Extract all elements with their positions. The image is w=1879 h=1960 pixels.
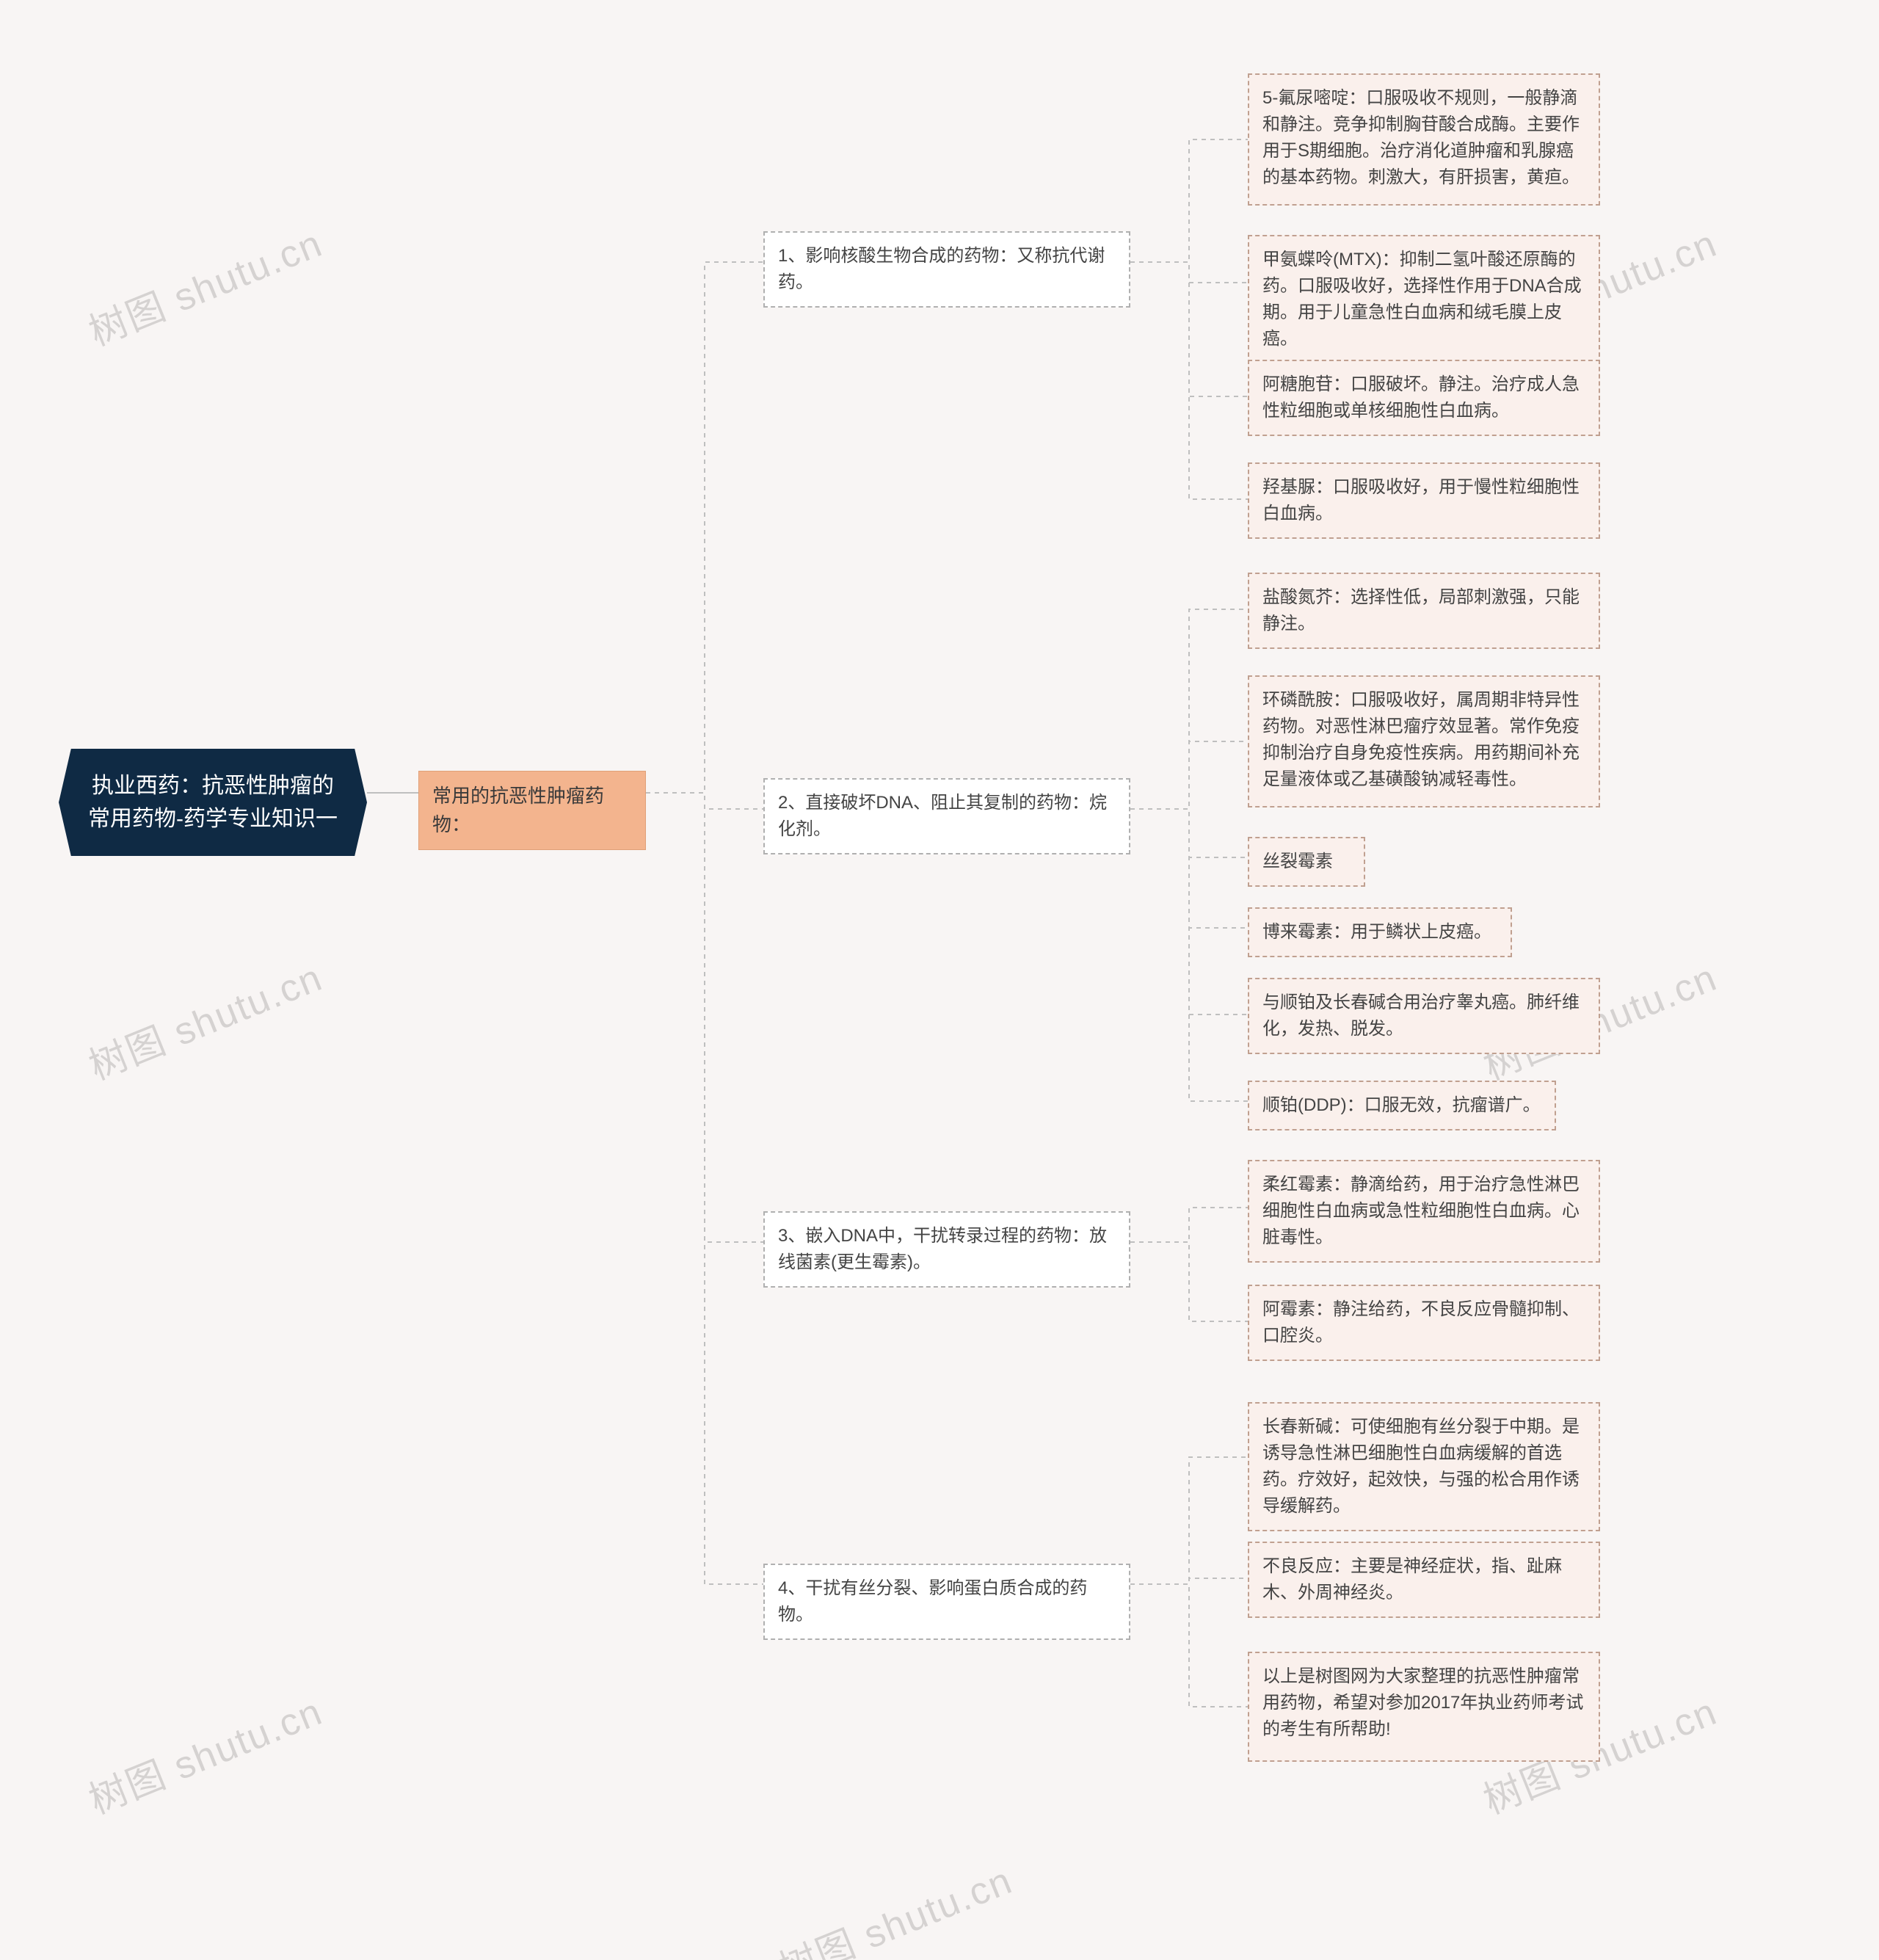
leaf-label: 阿糖胞苷：口服破坏。静注。治疗成人急性粒细胞或单核细胞性白血病。 xyxy=(1262,374,1580,421)
category-label: 3、嵌入DNA中，干扰转录过程的药物：放线菌素(更生霉素)。 xyxy=(778,1226,1107,1272)
leaf-node: 盐酸氮芥：选择性低，局部刺激强，只能静注。 xyxy=(1248,573,1600,649)
watermark: 树图 shutu.cn xyxy=(79,1681,330,1825)
watermark: 树图 shutu.cn xyxy=(79,213,330,357)
leaf-label: 以上是树图网为大家整理的抗恶性肿瘤常用药物，希望对参加2017年执业药师考试的考… xyxy=(1262,1666,1583,1739)
leaf-label: 羟基脲：口服吸收好，用于慢性粒细胞性白血病。 xyxy=(1262,477,1580,523)
leaf-node: 羟基脲：口服吸收好，用于慢性粒细胞性白血病。 xyxy=(1248,462,1600,539)
category-label: 1、影响核酸生物合成的药物：又称抗代谢药。 xyxy=(778,246,1105,292)
leaf-label: 柔红霉素：静滴给药，用于治疗急性淋巴细胞性白血病或急性粒细胞性白血病。心脏毒性。 xyxy=(1262,1175,1580,1247)
level1-node: 常用的抗恶性肿瘤药物： xyxy=(418,771,646,850)
category-node-4: 4、干扰有丝分裂、影响蛋白质合成的药物。 xyxy=(763,1564,1130,1640)
category-label: 4、干扰有丝分裂、影响蛋白质合成的药物。 xyxy=(778,1578,1087,1625)
leaf-label: 长春新碱：可使细胞有丝分裂于中期。是诱导急性淋巴细胞性白血病缓解的首选药。疗效好… xyxy=(1262,1417,1580,1516)
watermark: 树图 shutu.cn xyxy=(769,1850,1020,1960)
root-line2: 常用药物-药学专业知识一 xyxy=(88,807,338,831)
leaf-label: 阿霉素：静注给药，不良反应骨髓抑制、口腔炎。 xyxy=(1262,1299,1580,1346)
leaf-node: 阿霉素：静注给药，不良反应骨髓抑制、口腔炎。 xyxy=(1248,1285,1600,1361)
leaf-node: 顺铂(DDP)：口服无效，抗瘤谱广。 xyxy=(1248,1081,1556,1130)
leaf-node: 不良反应：主要是神经症状，指、趾麻木、外周神经炎。 xyxy=(1248,1542,1600,1618)
leaf-label: 甲氨蝶呤(MTX)：抑制二氢叶酸还原酶的药。口服吸收好，选择性作用于DNA合成期… xyxy=(1262,250,1582,349)
leaf-node: 丝裂霉素 xyxy=(1248,837,1365,887)
root-line1: 执业西药：抗恶性肿瘤的 xyxy=(92,774,334,798)
leaf-label: 博来霉素：用于鳞状上皮癌。 xyxy=(1262,922,1491,942)
level1-label: 常用的抗恶性肿瘤药物： xyxy=(432,785,604,835)
leaf-label: 环磷酰胺：口服吸收好，属周期非特异性药物。对恶性淋巴瘤疗效显著。常作免疫抑制治疗… xyxy=(1262,690,1580,789)
leaf-node: 博来霉素：用于鳞状上皮癌。 xyxy=(1248,907,1512,957)
leaf-node: 与顺铂及长春碱合用治疗睾丸癌。肺纤维化，发热、脱发。 xyxy=(1248,978,1600,1054)
leaf-node: 甲氨蝶呤(MTX)：抑制二氢叶酸还原酶的药。口服吸收好，选择性作用于DNA合成期… xyxy=(1248,235,1600,364)
category-node-2: 2、直接破坏DNA、阻止其复制的药物：烷化剂。 xyxy=(763,778,1130,854)
leaf-node: 阿糖胞苷：口服破坏。静注。治疗成人急性粒细胞或单核细胞性白血病。 xyxy=(1248,360,1600,436)
leaf-label: 不良反应：主要是神经症状，指、趾麻木、外周神经炎。 xyxy=(1262,1556,1562,1603)
leaf-label: 与顺铂及长春碱合用治疗睾丸癌。肺纤维化，发热、脱发。 xyxy=(1262,992,1580,1039)
leaf-node: 柔红霉素：静滴给药，用于治疗急性淋巴细胞性白血病或急性粒细胞性白血病。心脏毒性。 xyxy=(1248,1160,1600,1263)
category-node-1: 1、影响核酸生物合成的药物：又称抗代谢药。 xyxy=(763,231,1130,308)
watermark: 树图 shutu.cn xyxy=(79,947,330,1091)
category-node-3: 3、嵌入DNA中，干扰转录过程的药物：放线菌素(更生霉素)。 xyxy=(763,1211,1130,1288)
leaf-label: 顺铂(DDP)：口服无效，抗瘤谱广。 xyxy=(1262,1095,1541,1115)
leaf-label: 丝裂霉素 xyxy=(1262,852,1333,871)
leaf-label: 盐酸氮芥：选择性低，局部刺激强，只能静注。 xyxy=(1262,587,1580,634)
category-label: 2、直接破坏DNA、阻止其复制的药物：烷化剂。 xyxy=(778,793,1107,839)
leaf-node: 5-氟尿嘧啶：口服吸收不规则，一般静滴和静注。竞争抑制胸苷酸合成酶。主要作用于S… xyxy=(1248,73,1600,206)
leaf-node: 以上是树图网为大家整理的抗恶性肿瘤常用药物，希望对参加2017年执业药师考试的考… xyxy=(1248,1652,1600,1762)
leaf-node: 环磷酰胺：口服吸收好，属周期非特异性药物。对恶性淋巴瘤疗效显著。常作免疫抑制治疗… xyxy=(1248,675,1600,807)
root-node: 执业西药：抗恶性肿瘤的 常用药物-药学专业知识一 xyxy=(59,749,367,856)
leaf-label: 5-氟尿嘧啶：口服吸收不规则，一般静滴和静注。竞争抑制胸苷酸合成酶。主要作用于S… xyxy=(1262,88,1580,187)
leaf-node: 长春新碱：可使细胞有丝分裂于中期。是诱导急性淋巴细胞性白血病缓解的首选药。疗效好… xyxy=(1248,1402,1600,1531)
